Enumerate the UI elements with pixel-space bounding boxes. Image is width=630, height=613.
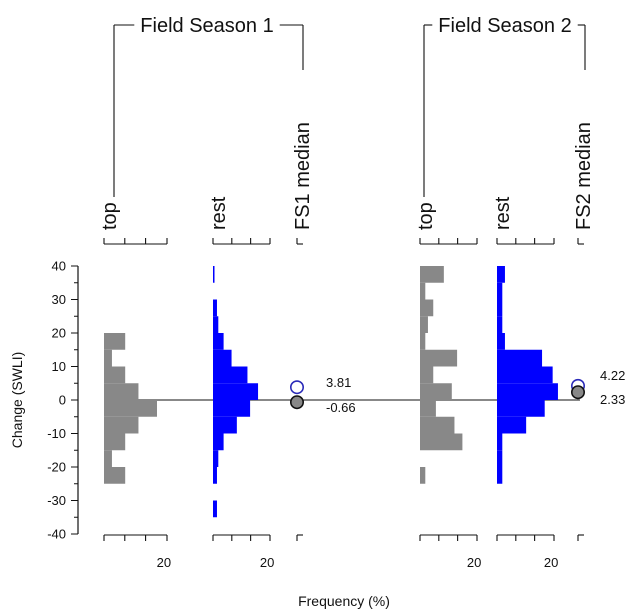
fs2-rest-bar [497, 266, 505, 283]
fs1-top-bar [104, 383, 139, 400]
fs1-top-bar [104, 416, 139, 434]
fs1-median-label: FS1 median [292, 122, 314, 230]
y-tick-label: -40 [47, 527, 66, 542]
fs1-rest-bar [213, 266, 215, 283]
fs1-median-top-value-label: -0.66 [326, 400, 356, 415]
fs1-median-top-marker [289, 395, 304, 410]
fs1-rest-bar [213, 333, 224, 350]
fs2-rest-bar [497, 400, 545, 417]
fs1-rest-bar [213, 316, 219, 333]
fs1-rest-bar [213, 500, 217, 518]
fs2-top-bar [420, 316, 428, 333]
fs1-rest-bar [213, 383, 259, 400]
fs2-rest-bar [497, 416, 527, 434]
fs2-rest-label: rest [492, 196, 514, 230]
fs1-top-bar [104, 467, 126, 484]
fs2-rest-bar [497, 383, 558, 400]
y-tick-label: -30 [47, 493, 66, 508]
fs2-rest-bar [497, 282, 503, 300]
y-tick-label: 10 [52, 359, 66, 374]
fs1-top-bar [104, 349, 112, 367]
fs1-top-bar [104, 450, 112, 467]
x-axis-label: Frequency (%) [298, 593, 390, 609]
fs2-median-top-marker [570, 385, 585, 400]
fs1-rest-bar [213, 433, 224, 451]
fs1-median-rest-value-label: 3.81 [326, 375, 351, 390]
group-2-title: Field Season 2 [438, 15, 571, 37]
y-tick-label: 0 [59, 393, 66, 408]
fs1-top-bar [104, 333, 126, 350]
fs2-rest-bar [497, 349, 543, 367]
fs2-top-freq-tick-label: 20 [467, 555, 481, 570]
fs2-rest-bar [497, 366, 553, 384]
fs1-rest-bar [213, 349, 232, 367]
fs2-top-bar [420, 333, 426, 350]
fs2-rest-bar [497, 333, 505, 350]
y-tick-label: -10 [47, 426, 66, 441]
fs2-top-bar [420, 299, 434, 317]
fs2-top-bar [420, 366, 434, 384]
fs2-rest-freq-tick-label: 20 [544, 555, 558, 570]
y-tick-label: 40 [52, 259, 66, 274]
fs1-rest-bar [213, 366, 248, 384]
fs2-top-bar [420, 282, 426, 300]
fs1-rest-bar [213, 467, 217, 484]
fs2-top-bar [420, 383, 452, 400]
y-tick-label: -20 [47, 460, 66, 475]
group-1-title: Field Season 1 [140, 15, 273, 37]
fs1-rest-freq-tick-label: 20 [260, 555, 274, 570]
fs2-rest-bar [497, 450, 503, 467]
fs2-rest-bar [497, 433, 503, 451]
y-tick-label: 30 [52, 292, 66, 307]
y-axis-label: Change (SWLI) [9, 352, 25, 448]
fs1-top-label: top [99, 202, 121, 230]
fs1-rest-bar [213, 450, 219, 467]
fs1-median-rest-marker [289, 380, 304, 395]
fs1-rest-bar [213, 400, 251, 417]
fs2-rest-bar [497, 299, 503, 317]
fs1-rest-bar [213, 299, 217, 317]
fs2-median-rest-value-label: 4.22 [600, 368, 625, 383]
y-tick-label: 20 [52, 326, 66, 341]
fs1-rest-label: rest [208, 196, 230, 230]
fs2-median-top-value-label: 2.33 [600, 392, 625, 407]
fs2-median-label: FS2 median [573, 122, 595, 230]
fs2-rest-bar [497, 467, 503, 484]
fs2-top-bar [420, 416, 455, 434]
fs2-top-bar [420, 433, 463, 451]
fs1-top-freq-tick-label: 20 [157, 555, 171, 570]
fs1-top-bar [104, 366, 126, 384]
fs1-top-bar [104, 433, 126, 451]
fs2-top-bar [420, 467, 426, 484]
fs2-top-bar [420, 400, 436, 417]
fs1-top-bar [104, 400, 157, 417]
fs2-top-bar [420, 349, 458, 367]
fs2-top-label: top [415, 202, 437, 230]
fs1-rest-bar [213, 416, 237, 434]
fs2-top-bar [420, 266, 444, 283]
fs2-rest-bar [497, 316, 503, 333]
